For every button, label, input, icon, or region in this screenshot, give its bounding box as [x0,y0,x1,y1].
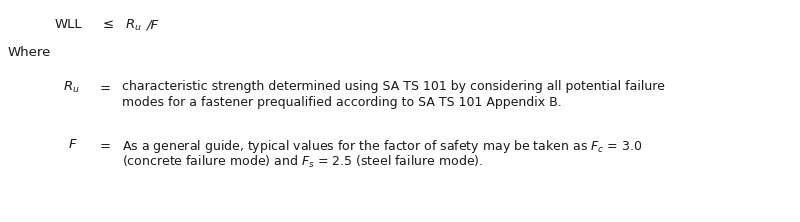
Text: $R_u$: $R_u$ [63,80,80,95]
Text: $R_u$: $R_u$ [125,18,142,33]
Text: As a general guide, typical values for the factor of safety may be taken as $F_c: As a general guide, typical values for t… [122,138,642,155]
Text: Where: Where [8,46,51,59]
Text: characteristic strength determined using SA TS 101 by considering all potential : characteristic strength determined using… [122,80,665,93]
Text: =: = [100,140,111,153]
Text: $F$: $F$ [68,138,78,151]
Text: modes for a fastener prequalified according to SA TS 101 Appendix B.: modes for a fastener prequalified accord… [122,96,562,109]
Text: ≤: ≤ [103,18,114,31]
Text: /F: /F [147,18,159,31]
Text: WLL: WLL [55,18,82,31]
Text: (concrete failure mode) and $F_s$ = 2.5 (steel failure mode).: (concrete failure mode) and $F_s$ = 2.5 … [122,154,483,170]
Text: =: = [100,82,111,95]
